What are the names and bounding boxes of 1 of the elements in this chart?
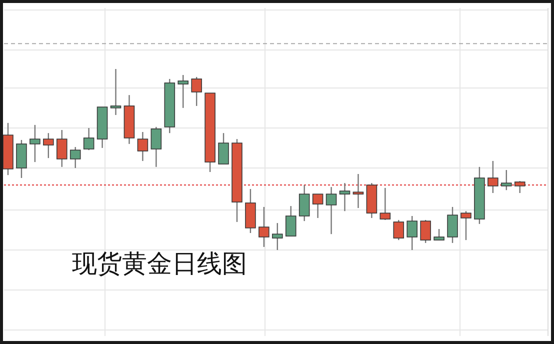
annotation: 现货黄金日线图 (72, 249, 247, 278)
